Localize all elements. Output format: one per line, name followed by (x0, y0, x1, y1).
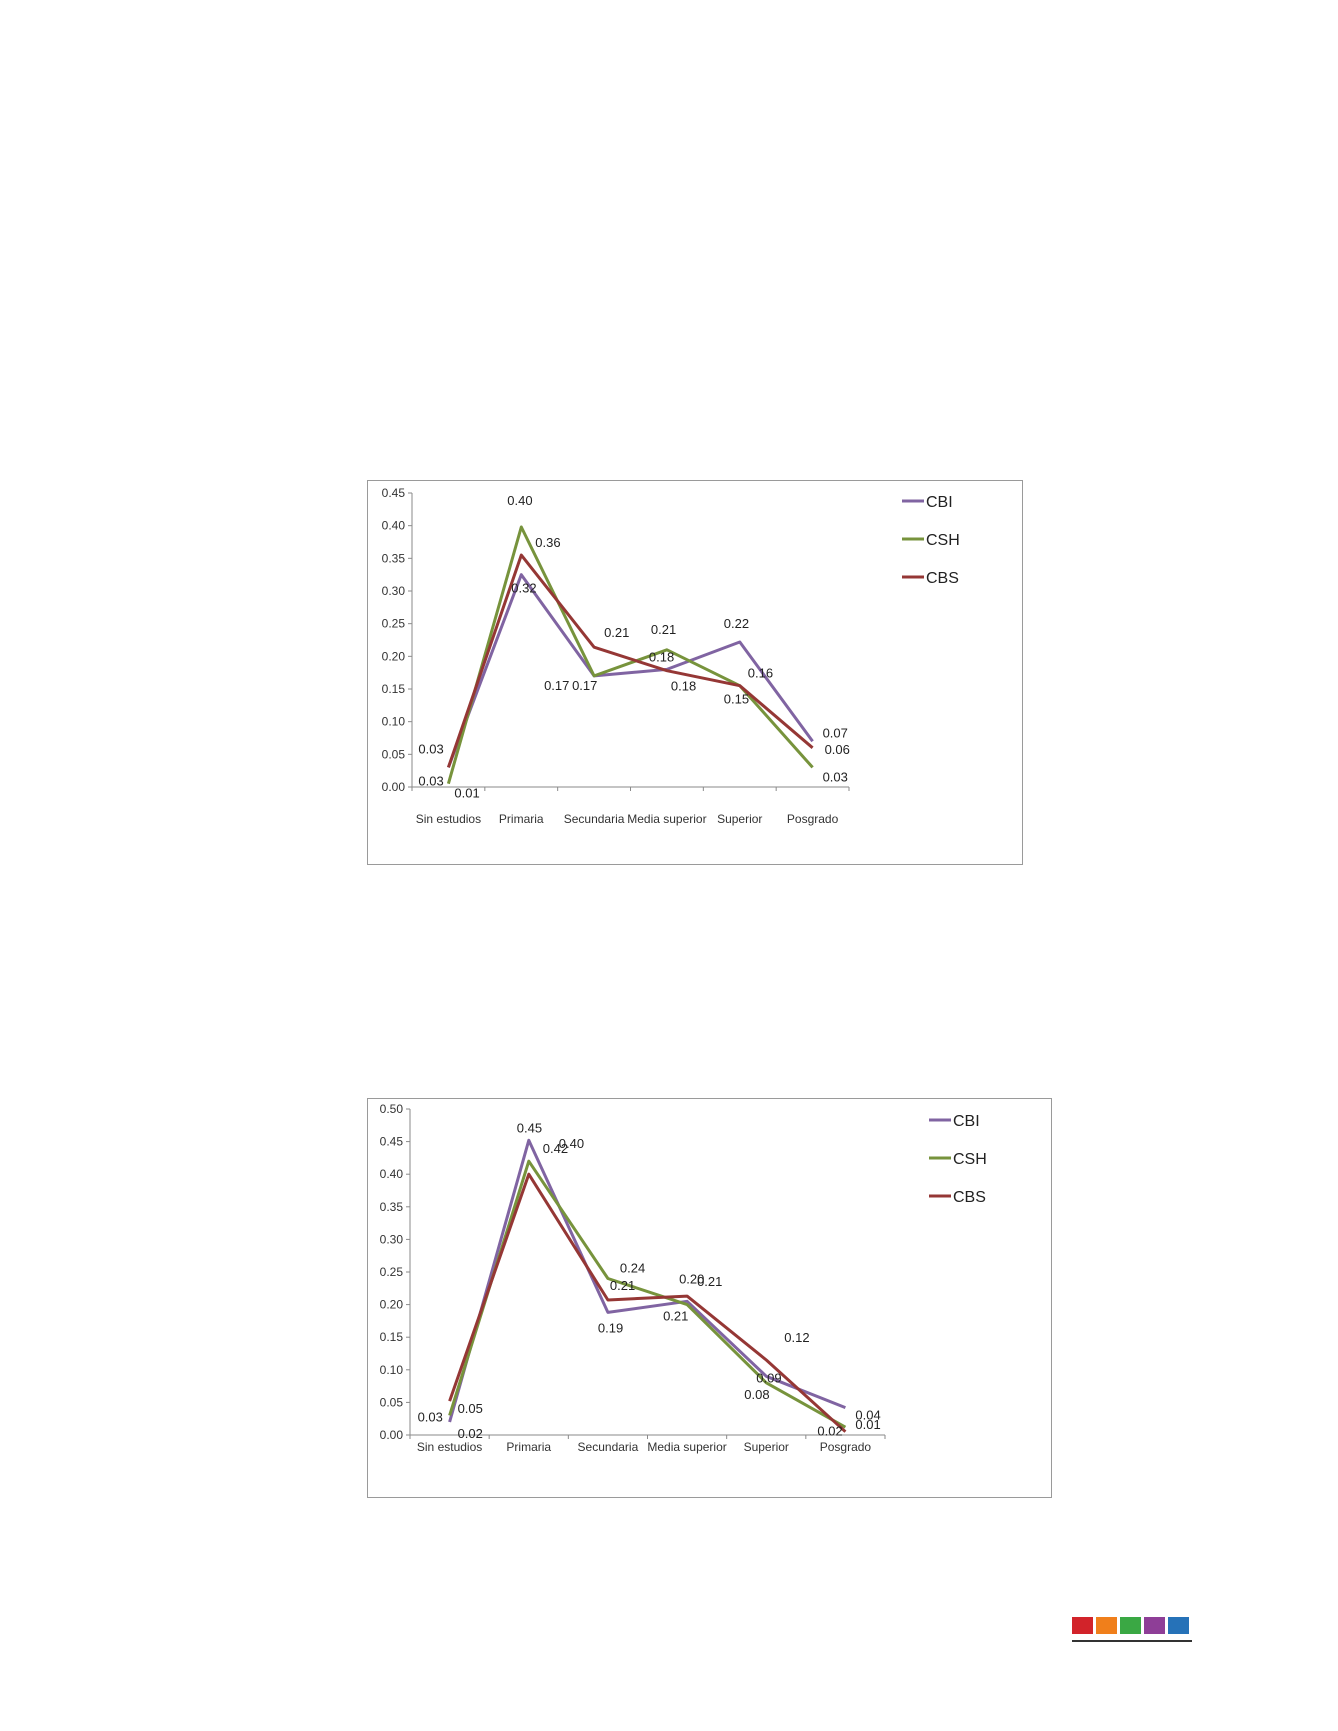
data-label-cbs: 0.21 (604, 625, 629, 640)
data-label-csh: 0.03 (418, 1409, 443, 1424)
y-tick-label: 0.50 (380, 1102, 404, 1116)
chart-1-svg: 0.00 0.05 0.10 0.15 0.20 0.25 0.30 0.35 0.40 0.45… (382, 486, 960, 826)
data-label-cbs: 0.06 (825, 742, 850, 757)
y-tick-label: 0.45 (380, 1135, 404, 1149)
data-label-cbs: 0.03 (418, 773, 443, 788)
data-label-cbi: 0.17 (572, 678, 597, 693)
y-tick-label: 0.40 (382, 519, 406, 533)
x-category-label: Secundaria (564, 812, 625, 826)
legend-label-cbi: CBI (926, 494, 953, 511)
chart-education-1: 0.00 0.05 0.10 0.15 0.20 0.25 0.30 0.35 0.40 0.45… (367, 480, 1023, 865)
data-label-cbi: 0.20 (679, 1271, 704, 1286)
data-label-cbs: 0.02 (817, 1424, 842, 1439)
data-label-cbs: 0.05 (458, 1401, 483, 1416)
data-label-cbi: 0.07 (823, 725, 848, 740)
series-line-cbs (448, 1172, 847, 1433)
data-label-cbi: 0.18 (649, 649, 674, 664)
data-label-csh: 0.21 (651, 622, 676, 637)
y-tick-label: 0.00 (380, 1428, 404, 1442)
logo-square-red (1072, 1617, 1093, 1634)
x-category-label: Primaria (506, 1440, 551, 1454)
x-category-label: Primaria (499, 812, 544, 826)
y-tick-label: 0.25 (380, 1265, 404, 1279)
logo-rule (1072, 1640, 1192, 1642)
y-tick-label: 0.10 (382, 715, 406, 729)
data-label-csh: 0.03 (823, 769, 848, 784)
data-label-cbs: 0.18 (671, 679, 696, 694)
x-category-label: Posgrado (787, 812, 839, 826)
y-tick-label: 0.30 (380, 1232, 404, 1246)
data-label-cbs: 0.12 (784, 1330, 809, 1345)
data-label-cbs: 0.21 (610, 1278, 635, 1293)
series-line-csh (446, 525, 814, 785)
series-line-cbs (446, 553, 814, 768)
logo-square-green (1120, 1617, 1141, 1634)
logo-square-purple (1144, 1617, 1165, 1634)
data-label-cbi: 0.32 (511, 581, 536, 596)
data-label-cbs: 0.40 (559, 1136, 584, 1151)
data-label-csh: 0.15 (724, 692, 749, 707)
y-tick-label: 0.45 (382, 486, 406, 500)
x-category-label: Secundaria (578, 1440, 639, 1454)
y-tick-label: 0.15 (380, 1330, 404, 1344)
series-line-csh (448, 1159, 847, 1429)
x-category-label: Media superior (647, 1440, 726, 1454)
data-label-cbi: 0.22 (724, 616, 749, 631)
data-label-csh: 0.24 (620, 1261, 645, 1276)
data-label-csh: 0.21 (663, 1309, 688, 1324)
x-category-label: Media superior (627, 812, 706, 826)
y-tick-label: 0.05 (380, 1395, 404, 1409)
y-tick-label: 0.00 (382, 780, 406, 794)
y-tick-label: 0.30 (382, 584, 406, 598)
logo-square-orange (1096, 1617, 1117, 1634)
series-line-cbi (448, 1138, 846, 1423)
x-category-label: Sin estudios (417, 1440, 482, 1454)
data-label-cbi: 0.09 (756, 1370, 781, 1385)
data-label-cbs: 0.36 (535, 535, 560, 550)
series-line-cbi (446, 573, 814, 768)
data-label-cbi: 0.04 (855, 1408, 880, 1423)
y-tick-label: 0.10 (380, 1363, 404, 1377)
legend-label-cbs: CBS (926, 570, 959, 587)
y-tick-label: 0.20 (380, 1298, 404, 1312)
logo-square-blue (1168, 1617, 1189, 1634)
footer-logo (1072, 1617, 1192, 1643)
x-category-label: Posgrado (820, 1440, 872, 1454)
x-category-label: Superior (717, 812, 762, 826)
y-tick-label: 0.35 (380, 1200, 404, 1214)
data-label-csh: 0.08 (744, 1387, 769, 1402)
legend-label-csh: CSH (926, 532, 960, 549)
y-tick-label: 0.20 (382, 649, 406, 663)
y-tick-label: 0.05 (382, 747, 406, 761)
data-label-cbi: 0.45 (517, 1120, 542, 1135)
y-tick-label: 0.40 (380, 1167, 404, 1181)
data-label-cbs: 0.21 (697, 1274, 722, 1289)
data-label-cbi: 0.03 (418, 741, 443, 756)
data-label-csh: 0.42 (543, 1141, 568, 1156)
legend-label-cbs: CBS (953, 1189, 986, 1206)
data-label-csh: 0.17 (544, 678, 569, 693)
x-category-label: Superior (744, 1440, 789, 1454)
data-label-csh: 0.01 (454, 786, 479, 801)
data-label-csh: 0.01 (855, 1417, 880, 1432)
y-tick-label: 0.25 (382, 617, 406, 631)
data-label-csh: 0.40 (507, 493, 532, 508)
chart-2-svg: 0.00 0.05 0.10 0.15 0.20 0.25 0.30 0.35 0.40 0.45… (380, 1102, 987, 1454)
y-tick-label: 0.35 (382, 551, 406, 565)
chart-education-2: 0.00 0.05 0.10 0.15 0.20 0.25 0.30 0.35 0.40 0.45… (367, 1098, 1052, 1498)
x-category-label: Sin estudios (416, 812, 481, 826)
data-label-cbi: 0.02 (458, 1426, 483, 1441)
data-label-cbs: 0.16 (748, 666, 773, 681)
data-label-cbi: 0.19 (598, 1320, 623, 1335)
legend-label-cbi: CBI (953, 1113, 980, 1130)
y-tick-label: 0.15 (382, 682, 406, 696)
legend-label-csh: CSH (953, 1151, 987, 1168)
